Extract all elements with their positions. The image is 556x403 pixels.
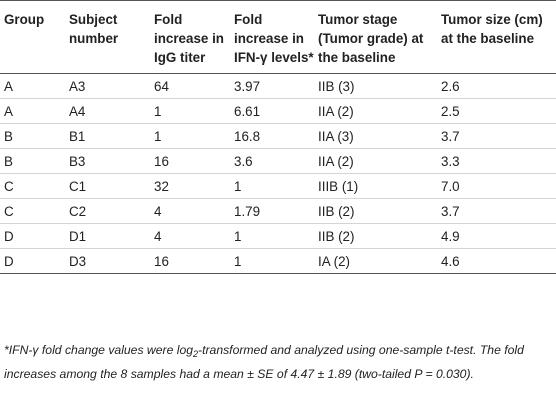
cell-tumor-size: 3.3: [437, 148, 556, 174]
data-table: Group Subject number Fold increase in Ig…: [0, 0, 556, 274]
cell-tumor-size: 4.6: [437, 248, 556, 274]
cell-subject-number: D1: [65, 223, 150, 249]
cell-ifn-fold: 1: [230, 223, 314, 249]
cell-subject-number: A4: [65, 98, 150, 124]
cell-tumor-stage: IIB (2): [314, 223, 437, 249]
footnote-subscript: 2: [193, 349, 199, 359]
cell-tumor-stage: IIB (3): [314, 73, 437, 99]
cell-subject-number: D3: [65, 248, 150, 274]
header-tumor-size: Tumor size (cm) at the baseline: [437, 0, 556, 74]
cell-tumor-stage: IIB (2): [314, 198, 437, 224]
cell-tumor-stage: IIA (2): [314, 148, 437, 174]
cell-igg-fold: 32: [150, 173, 230, 199]
table-row: B B1 1 16.8 IIA (3) 3.7: [0, 123, 556, 149]
cell-ifn-fold: 1.79: [230, 198, 314, 224]
cell-igg-fold: 64: [150, 73, 230, 99]
cell-group: C: [0, 198, 65, 224]
cell-ifn-fold: 3.97: [230, 73, 314, 99]
cell-tumor-size: 4.9: [437, 223, 556, 249]
cell-igg-fold: 1: [150, 98, 230, 124]
cell-subject-number: B3: [65, 148, 150, 174]
cell-tumor-size: 2.6: [437, 73, 556, 99]
cell-tumor-stage: IIA (3): [314, 123, 437, 149]
header-row: Group Subject number Fold increase in Ig…: [0, 0, 556, 74]
cell-group: D: [0, 248, 65, 274]
header-tumor-stage: Tumor stage (Tumor grade) at the baselin…: [314, 0, 437, 74]
cell-tumor-size: 7.0: [437, 173, 556, 199]
table-body: A A3 64 3.97 IIB (3) 2.6 A A4 1 6.61 IIA (2) 2.5 B B1…: [0, 73, 556, 274]
cell-ifn-fold: 1: [230, 173, 314, 199]
cell-igg-fold: 1: [150, 123, 230, 149]
cell-ifn-fold: 16.8: [230, 123, 314, 149]
cell-tumor-size: 2.5: [437, 98, 556, 124]
cell-subject-number: C1: [65, 173, 150, 199]
cell-tumor-stage: IIA (2): [314, 98, 437, 124]
cell-tumor-stage: IIIB (1): [314, 173, 437, 199]
cell-ifn-fold: 1: [230, 248, 314, 274]
footnote-text-2: -transformed and analyzed using one-samp…: [4, 343, 524, 381]
table-footnote: *IFN-γ fold change values were log2-tran…: [4, 340, 552, 384]
table-header: Group Subject number Fold increase in Ig…: [0, 0, 556, 74]
cell-igg-fold: 4: [150, 198, 230, 224]
cell-group: B: [0, 148, 65, 174]
cell-group: A: [0, 98, 65, 124]
header-ifn-fold-increase: Fold increase in IFN-γ levels*: [230, 0, 314, 74]
header-subject-number: Subject number: [65, 0, 150, 74]
cell-subject-number: B1: [65, 123, 150, 149]
cell-igg-fold: 4: [150, 223, 230, 249]
cell-group: C: [0, 173, 65, 199]
table-row: B B3 16 3.6 IIA (2) 3.3: [0, 148, 556, 174]
table-row: C C2 4 1.79 IIB (2) 3.7: [0, 198, 556, 224]
table-row: D D3 16 1 IA (2) 4.6: [0, 248, 556, 274]
cell-ifn-fold: 6.61: [230, 98, 314, 124]
header-group: Group: [0, 0, 65, 74]
cell-group: A: [0, 73, 65, 99]
cell-tumor-stage: IA (2): [314, 248, 437, 274]
table-row: A A4 1 6.61 IIA (2) 2.5: [0, 98, 556, 124]
table-row: D D1 4 1 IIB (2) 4.9: [0, 223, 556, 249]
cell-tumor-size: 3.7: [437, 198, 556, 224]
footnote-text-1: *IFN-γ fold change values were log: [4, 343, 194, 357]
cell-igg-fold: 16: [150, 148, 230, 174]
table-row: C C1 32 1 IIIB (1) 7.0: [0, 173, 556, 199]
cell-subject-number: C2: [65, 198, 150, 224]
table-row: A A3 64 3.97 IIB (3) 2.6: [0, 73, 556, 99]
cell-group: D: [0, 223, 65, 249]
cell-subject-number: A3: [65, 73, 150, 99]
cell-tumor-size: 3.7: [437, 123, 556, 149]
cell-group: B: [0, 123, 65, 149]
cell-igg-fold: 16: [150, 248, 230, 274]
header-igg-fold-increase: Fold increase in IgG titer: [150, 0, 230, 74]
cell-ifn-fold: 3.6: [230, 148, 314, 174]
